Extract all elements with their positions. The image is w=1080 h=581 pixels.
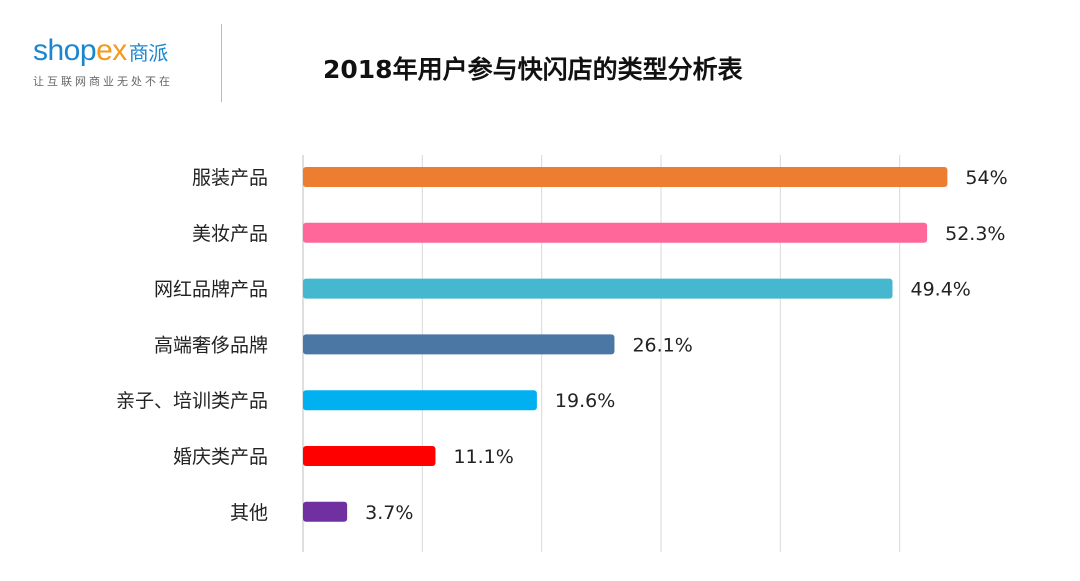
category-label: 美妆产品 [192, 223, 268, 245]
data-label: 52.3% [945, 223, 1005, 245]
bar [303, 446, 436, 466]
bar [303, 167, 948, 187]
data-label: 54% [965, 167, 1007, 189]
data-label: 19.6% [555, 390, 615, 412]
category-label: 其他 [230, 502, 268, 524]
divider [221, 24, 222, 102]
chart-title: 2018年用户参与快闪店的类型分析表 [323, 55, 743, 84]
bar [303, 390, 537, 411]
logo-tagline: 让互联网商业无处不在 [33, 75, 173, 88]
bar [303, 278, 893, 299]
bar [303, 334, 615, 355]
data-label: 26.1% [632, 334, 692, 356]
category-label: 婚庆类产品 [173, 446, 268, 468]
category-label: 网红品牌产品 [154, 279, 268, 301]
category-label: 高端奢侈品牌 [154, 334, 268, 356]
bar [303, 222, 928, 243]
bar [303, 501, 348, 522]
category-label: 服装产品 [192, 167, 268, 189]
category-label: 亲子、培训类产品 [116, 390, 268, 412]
data-label: 3.7% [365, 502, 413, 524]
data-label: 49.4% [911, 279, 971, 301]
shopex-logo: shopex 商派 让互联网商业无处不在 [33, 34, 173, 89]
data-label: 11.1% [453, 446, 513, 468]
